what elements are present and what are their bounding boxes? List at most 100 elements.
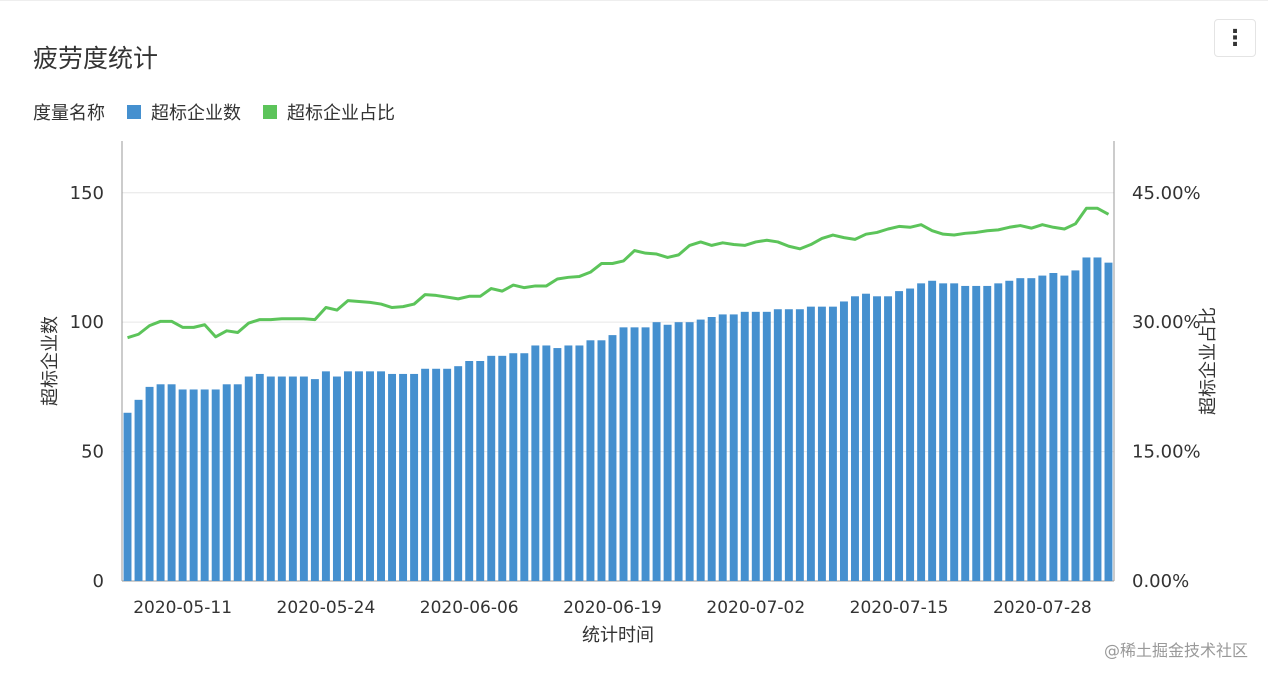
bar: [1016, 278, 1025, 581]
more-menu-button[interactable]: ⋮: [1214, 19, 1256, 57]
legend-label: 超标企业数: [151, 103, 241, 124]
bar: [255, 373, 264, 581]
legend-item-bar[interactable]: 超标企业数: [127, 99, 241, 125]
bar: [366, 371, 374, 581]
chart-title: 疲劳度统计: [33, 44, 159, 73]
bar: [1027, 278, 1036, 581]
bar: [421, 368, 430, 581]
bar: [707, 317, 716, 581]
bar: [696, 319, 705, 581]
line-series: [127, 206, 1110, 340]
bar: [123, 412, 132, 581]
bar: [784, 309, 793, 581]
bar: [167, 384, 176, 581]
bar: [1005, 280, 1014, 581]
bar: [873, 296, 881, 581]
bar: [862, 293, 870, 581]
bar: [740, 311, 749, 581]
bar: [310, 379, 319, 581]
bar: [520, 353, 529, 581]
y2-axis-title: 超标企业占比: [1198, 307, 1219, 415]
bar: [851, 296, 859, 581]
bar: [1104, 262, 1113, 581]
bar: [222, 384, 231, 581]
bar: [321, 371, 330, 581]
x-tick-label: 2020-05-24: [277, 598, 376, 618]
y2-tick-label: 0.00%: [1132, 571, 1189, 592]
bar: [961, 285, 970, 581]
bar: [884, 296, 893, 581]
bar: [244, 376, 253, 581]
bar: [410, 373, 419, 581]
y2-tick-label: 15.00%: [1132, 442, 1201, 463]
bar: [178, 389, 187, 581]
x-tick-label: 2020-06-19: [563, 598, 662, 618]
bar: [454, 366, 463, 581]
y2-tick-label: 45.00%: [1132, 183, 1201, 204]
bar: [917, 283, 926, 581]
bar: [553, 348, 562, 581]
bar: [399, 373, 408, 581]
y-tick-label: 50: [81, 442, 104, 463]
bar: [586, 340, 595, 581]
bar: [630, 327, 639, 581]
legend: 度量名称 超标企业数 超标企业占比: [33, 99, 395, 125]
bar: [465, 361, 474, 581]
bar: [189, 389, 198, 581]
legend-label: 超标企业占比: [287, 103, 395, 124]
bar: [983, 285, 992, 581]
bar: [145, 386, 154, 581]
more-vertical-icon: ⋮: [1224, 25, 1246, 51]
x-tick-label: 2020-05-11: [133, 598, 232, 618]
bar: [388, 373, 397, 581]
bar: [718, 314, 727, 581]
bar: [729, 314, 738, 581]
y-tick-label: 100: [70, 312, 104, 333]
bar: [355, 371, 363, 581]
bar: [476, 361, 485, 581]
bar: [652, 322, 661, 581]
bar: [806, 306, 815, 581]
bar: [1071, 270, 1080, 581]
bar: [134, 399, 143, 581]
bar: [751, 311, 760, 581]
bar: [994, 283, 1003, 581]
bar: [299, 376, 308, 581]
bar: [597, 340, 606, 581]
bar: [156, 384, 165, 581]
bar: [972, 285, 981, 581]
bar: [564, 345, 573, 581]
y2-tick-label: 30.00%: [1132, 312, 1201, 333]
bar: [608, 335, 617, 581]
bar: [1082, 257, 1091, 581]
bar: [1049, 273, 1058, 581]
x-tick-label: 2020-06-06: [420, 598, 519, 618]
bar: [443, 368, 452, 581]
y-axis-title: 超标企业数: [40, 316, 61, 406]
bar: [663, 324, 672, 581]
bar: [277, 376, 286, 581]
x-tick-label: 2020-07-15: [850, 598, 949, 618]
bar: [542, 345, 551, 581]
bar: [839, 301, 848, 581]
bar: [1093, 257, 1102, 581]
bar: [619, 327, 628, 581]
bar: [487, 355, 496, 581]
bar: [950, 283, 959, 581]
x-axis-title: 统计时间: [582, 625, 654, 646]
bar: [895, 291, 904, 581]
bar: [509, 353, 518, 581]
bar: [641, 327, 650, 581]
bar: [343, 371, 352, 581]
bar: [233, 384, 242, 581]
bar: [575, 345, 584, 581]
bar: [928, 280, 937, 581]
bar: [685, 322, 694, 581]
legend-title: 度量名称: [33, 103, 105, 124]
bar: [906, 288, 915, 581]
legend-swatch-line: [263, 105, 277, 119]
bar: [828, 306, 837, 581]
legend-item-line[interactable]: 超标企业占比: [263, 99, 395, 125]
